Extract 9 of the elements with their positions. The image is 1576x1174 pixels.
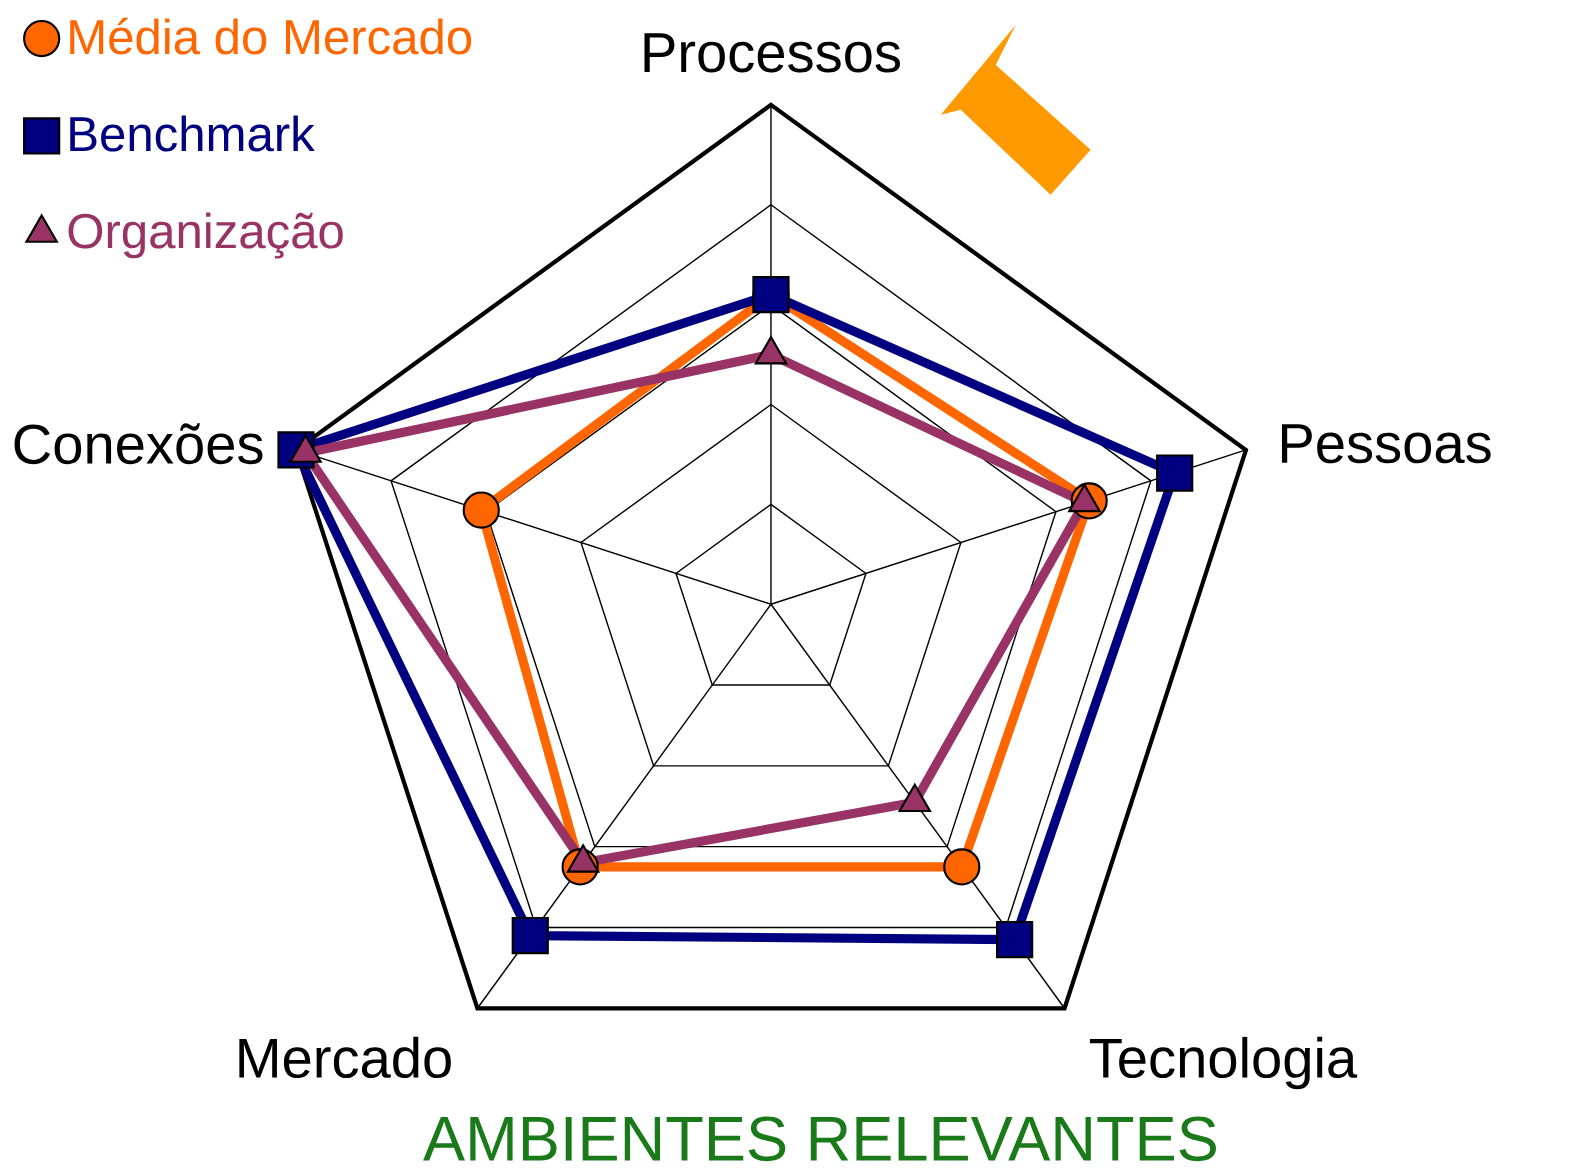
spoke-label: Pessoas xyxy=(1281,424,1491,464)
legend-label: Organização xyxy=(68,212,343,259)
spoke-label: Tecnologia xyxy=(1089,1037,1358,1090)
legend-label: Média do Mercado xyxy=(70,18,472,55)
text: AMBIENTES RELEVANTES xyxy=(423,1116,1216,1162)
legend-label: Benchmark xyxy=(70,115,315,152)
spoke-label: Processos xyxy=(644,33,901,73)
spoke-label: Mercado xyxy=(239,1037,451,1079)
spoke-label: Conexões xyxy=(14,423,263,465)
